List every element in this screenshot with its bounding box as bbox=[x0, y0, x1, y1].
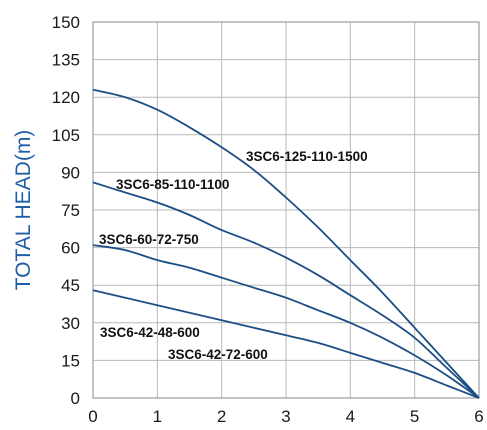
series-line-3sc6-60-72-750 bbox=[92, 244, 480, 399]
y-tick-label: 150 bbox=[52, 13, 80, 32]
y-tick-label: 60 bbox=[61, 239, 80, 258]
plot-frame bbox=[92, 21, 480, 399]
y-tick-label: 0 bbox=[71, 389, 80, 408]
y-axis-title: TOTAL HEAD(m) bbox=[12, 130, 35, 291]
series-line-3sc6-42-48-600 bbox=[92, 289, 480, 399]
x-tick-label: 5 bbox=[410, 407, 419, 426]
series-label-3sc6-42-48-600: 3SC6-42-48-600 bbox=[100, 325, 200, 340]
series-labels: 3SC6-125-110-1500 3SC6-85-110-1100 3SC6-… bbox=[99, 149, 368, 362]
y-tick-label: 105 bbox=[52, 126, 80, 145]
series-line-3sc6-85-110-1100 bbox=[92, 181, 480, 399]
grid bbox=[92, 21, 480, 399]
series-label-3sc6-42-72-600: 3SC6-42-72-600 bbox=[168, 347, 268, 362]
x-tick-label: 3 bbox=[281, 407, 290, 426]
x-tick-label: 1 bbox=[153, 407, 162, 426]
y-tick-label: 75 bbox=[61, 201, 80, 220]
series-label-3sc6-85-110-1100: 3SC6-85-110-1100 bbox=[116, 177, 229, 192]
y-tick-label: 45 bbox=[61, 276, 80, 295]
y-tick-label: 90 bbox=[61, 163, 80, 182]
y-tick-label: 120 bbox=[52, 88, 80, 107]
y-tick-label: 135 bbox=[52, 51, 80, 70]
series-label-3sc6-125-110-1500: 3SC6-125-110-1500 bbox=[246, 149, 368, 164]
x-tick-label: 0 bbox=[88, 407, 97, 426]
y-tick-label: 15 bbox=[61, 351, 80, 370]
x-tick-label: 4 bbox=[346, 407, 355, 426]
series-label-3sc6-60-72-750: 3SC6-60-72-750 bbox=[99, 232, 199, 247]
x-tick-label: 6 bbox=[474, 407, 483, 426]
series-line-3sc6-125-110-1500 bbox=[92, 88, 480, 399]
y-tick-labels: 0 15 30 45 60 75 90 105 120 135 150 bbox=[52, 13, 80, 408]
x-tick-label: 2 bbox=[217, 407, 226, 426]
curves bbox=[92, 88, 480, 399]
x-tick-labels: 0 1 2 3 4 5 6 bbox=[88, 407, 483, 426]
y-tick-label: 30 bbox=[61, 314, 80, 333]
